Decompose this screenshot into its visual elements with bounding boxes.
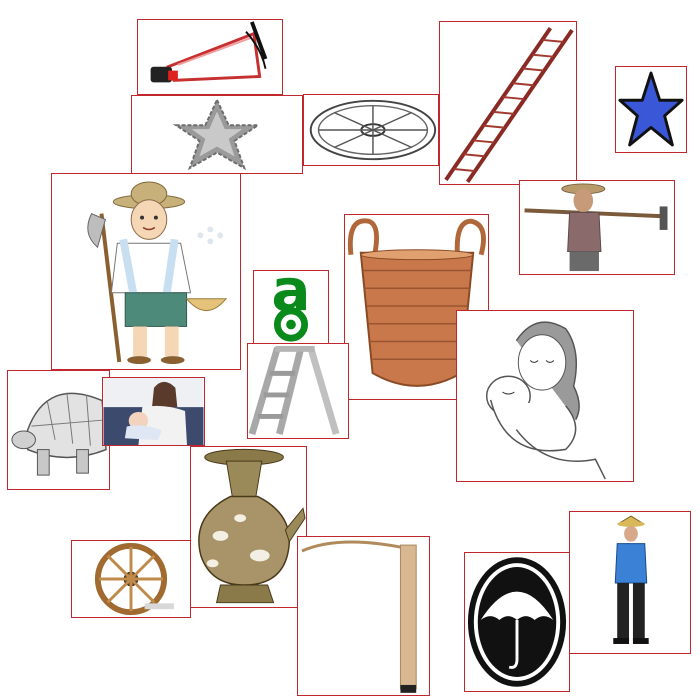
ladder-icon <box>444 26 574 183</box>
wooden-cart-wheel-tile[interactable] <box>71 540 191 618</box>
vessel-icon <box>198 448 306 604</box>
step-ladder-icon <box>248 345 340 436</box>
extension-ladder-tile[interactable] <box>439 21 577 185</box>
pixel-star-tile[interactable] <box>131 95 303 174</box>
mother-baby-icon <box>485 321 606 480</box>
open-access-ring <box>273 307 309 342</box>
farmer-with-hoe-and-basket-tile[interactable] <box>51 173 241 370</box>
open-access-logo-tile[interactable]: a <box>253 270 329 346</box>
man-carrying-hoe-tile[interactable] <box>519 180 675 275</box>
farmer-icon <box>524 183 668 272</box>
mother-and-baby-photo-tile[interactable] <box>102 377 205 446</box>
umbrella-icon <box>467 557 567 687</box>
farmer-icon <box>87 181 228 365</box>
megaphone-tile[interactable] <box>137 19 283 95</box>
person-icon <box>613 515 649 644</box>
cane-icon <box>301 540 417 693</box>
umbrella-sign-tile[interactable] <box>464 552 570 692</box>
wheel-icon <box>94 542 174 616</box>
blue-star-tile[interactable] <box>615 66 687 153</box>
megaphone-icon <box>150 21 268 83</box>
wheel-icon <box>309 99 437 161</box>
star-icon <box>618 71 684 147</box>
mother-baby-icon <box>103 378 204 445</box>
tortoise-icon <box>11 392 107 476</box>
cart-wheel-sketch-tile[interactable] <box>303 94 439 166</box>
man-with-straw-hat-tile[interactable] <box>569 511 691 654</box>
star-icon <box>172 97 262 171</box>
brass-water-vessel-tile[interactable] <box>190 446 307 608</box>
mother-holding-baby-sketch-tile[interactable] <box>456 310 634 482</box>
walking-stick-tile[interactable] <box>297 536 430 696</box>
step-ladder-tile[interactable] <box>247 343 349 439</box>
tortoise-sketch-tile[interactable] <box>7 370 110 490</box>
